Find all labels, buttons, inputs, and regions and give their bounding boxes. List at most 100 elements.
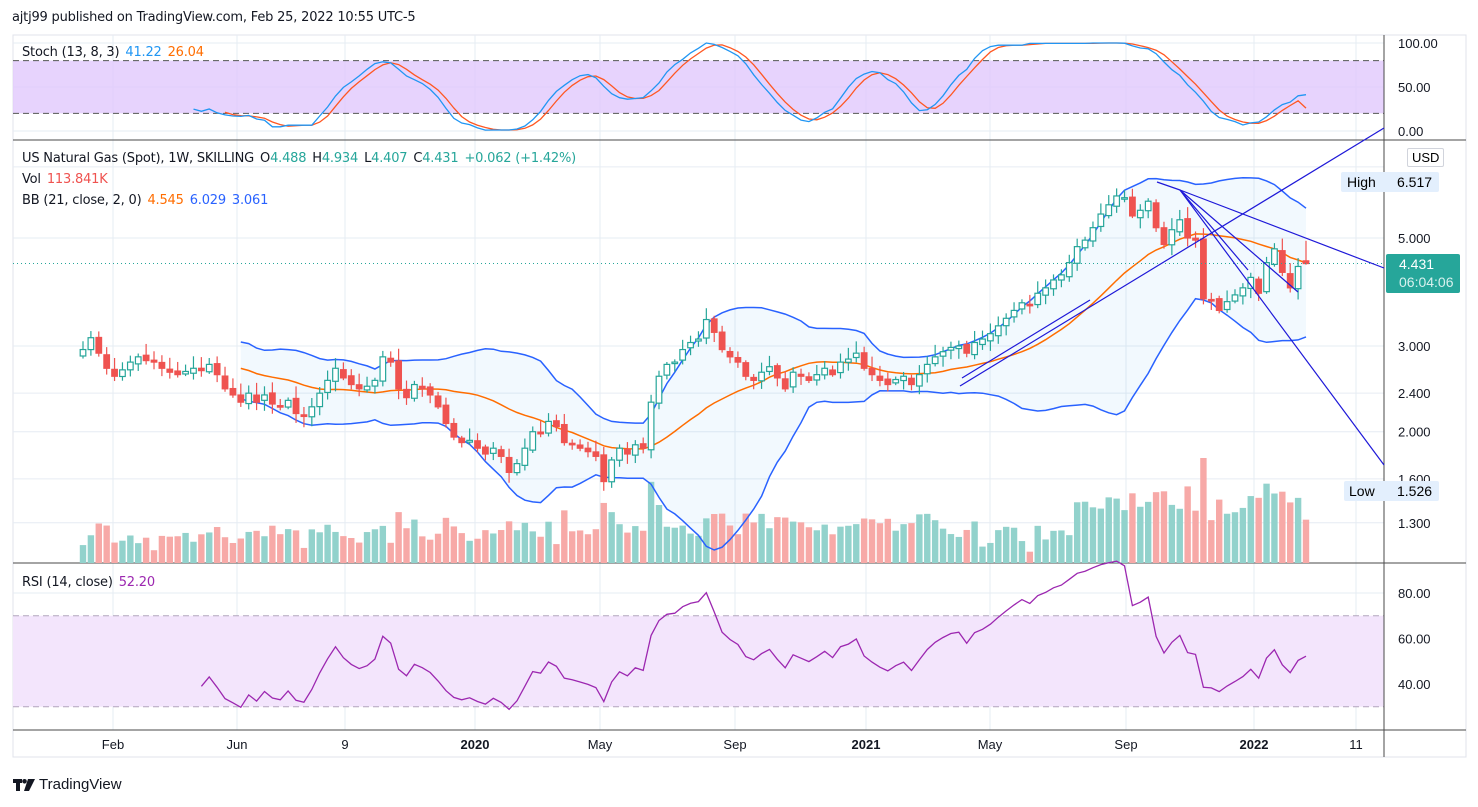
candle	[545, 413, 552, 437]
volume-bar	[253, 530, 260, 563]
volume-bar	[142, 537, 150, 563]
candle	[616, 444, 623, 467]
volume-bar	[308, 529, 316, 563]
candle-body	[371, 379, 379, 387]
candle	[671, 359, 679, 372]
volume-bar	[119, 540, 126, 563]
volume-bar	[111, 542, 118, 563]
volume-bar	[1160, 491, 1168, 563]
candle	[103, 347, 111, 375]
candle-body	[418, 385, 426, 390]
stoch-k-value: 41.22	[125, 45, 162, 60]
candle-body	[1034, 292, 1042, 306]
candle	[237, 383, 245, 407]
candle-body	[884, 378, 892, 386]
candle-body	[308, 406, 316, 418]
volume-bar	[963, 529, 970, 563]
candle-body	[1050, 279, 1057, 290]
candle	[403, 380, 410, 405]
volume-bar	[1294, 497, 1302, 563]
candle	[1263, 256, 1270, 294]
volume-bar	[1129, 493, 1136, 563]
tradingview-brand: TradingView	[39, 776, 122, 793]
candle-body	[1192, 237, 1199, 241]
volume-bar	[671, 527, 678, 563]
candle	[245, 385, 253, 410]
candle	[1184, 207, 1192, 247]
candle	[87, 331, 95, 356]
volume-bar	[332, 531, 339, 563]
candle-body	[261, 394, 268, 401]
candle-body	[1113, 195, 1121, 207]
volume-bar	[1137, 506, 1144, 563]
volume-bar	[458, 533, 465, 563]
candle-body	[1200, 238, 1207, 300]
candle-body	[647, 401, 655, 451]
volume-bar	[774, 517, 781, 563]
volume-bar	[135, 543, 142, 563]
candle	[284, 397, 292, 410]
volume-bar	[521, 522, 529, 563]
volume-bar	[616, 524, 623, 563]
volume-bar	[789, 521, 797, 563]
close-value: 4.431	[422, 151, 459, 166]
volume-bar	[916, 514, 923, 563]
volume-bar	[1192, 510, 1199, 563]
tradingview-logo[interactable]: TradingView	[13, 776, 122, 793]
tradingview-logo-icon	[13, 778, 35, 791]
bar-countdown: 06:04:06	[1399, 274, 1454, 290]
volume-bar	[884, 518, 892, 563]
volume-bar	[284, 529, 292, 563]
candle-body	[553, 420, 560, 428]
volume-bar	[1081, 501, 1089, 563]
candle-body	[1176, 219, 1184, 233]
candle-body	[1294, 265, 1302, 290]
low-marker-label: Low	[1349, 483, 1375, 499]
rsi-line	[200, 560, 1307, 711]
volume-bar	[734, 534, 742, 563]
candle	[979, 330, 986, 350]
candle	[387, 351, 395, 367]
candle-body	[1231, 294, 1239, 302]
stoch-axis-tick: 50.00	[1398, 80, 1431, 95]
candle	[1200, 228, 1207, 305]
candle	[229, 378, 237, 398]
rsi-axis-tick: 80.00	[1398, 586, 1431, 601]
volume-bar	[292, 530, 300, 563]
candle-body	[434, 395, 442, 408]
candle	[868, 356, 876, 382]
candle	[347, 369, 355, 390]
candle	[908, 374, 915, 391]
volume-bar	[1089, 507, 1097, 563]
candle	[852, 341, 860, 363]
candle-body	[971, 341, 979, 356]
rsi-title: RSI (14, close)	[22, 575, 113, 590]
volume-bar	[711, 514, 718, 563]
candle	[1097, 203, 1105, 232]
currency-badge[interactable]: USD	[1407, 148, 1445, 167]
candle	[308, 397, 316, 427]
candle	[371, 377, 379, 394]
candle-body	[458, 437, 466, 444]
volume-bar	[1200, 458, 1207, 563]
stoch-axis-tick: 0.00	[1398, 124, 1423, 139]
candle-body	[1026, 303, 1034, 307]
candle	[174, 361, 182, 378]
volume-bar	[426, 539, 434, 563]
bb-basis-value: 4.545	[147, 193, 184, 208]
candle-body	[1152, 202, 1160, 229]
volume-bar	[624, 532, 631, 563]
candle-body	[347, 375, 355, 386]
symbol-title[interactable]: US Natural Gas (Spot), 1W, SKILLING	[22, 151, 255, 166]
volume-bar	[592, 529, 600, 563]
volume-bar	[703, 518, 710, 563]
bb-title: BB (21, close, 2, 0)	[22, 193, 142, 208]
candle	[710, 315, 718, 343]
volume-bar	[1097, 508, 1105, 563]
volume-bar	[821, 524, 828, 563]
candle-body	[600, 454, 608, 483]
candle-body	[986, 333, 994, 342]
low-marker: Low 1.526	[1344, 481, 1439, 501]
candle-body	[379, 356, 387, 382]
